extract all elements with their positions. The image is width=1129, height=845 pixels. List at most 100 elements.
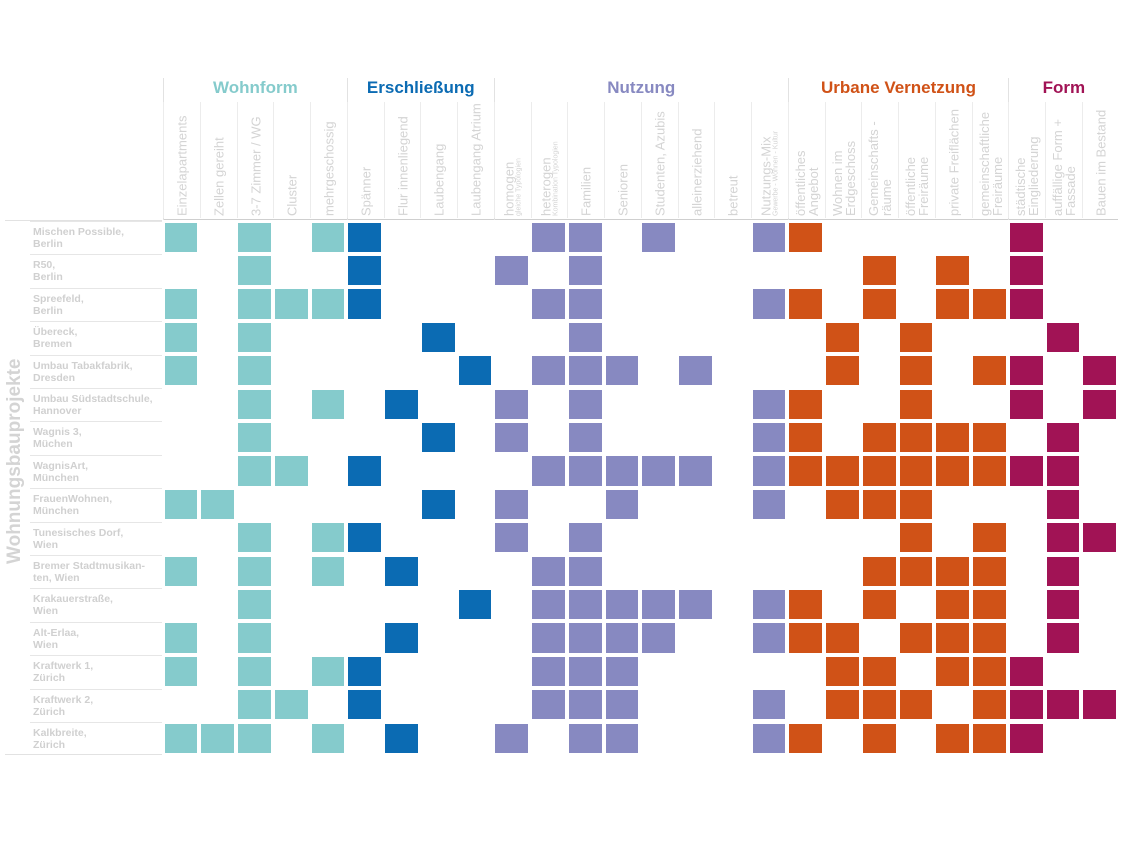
matrix-cell — [936, 723, 969, 753]
row-label: R50, Berlin — [30, 254, 162, 287]
matrix-cell — [1046, 489, 1080, 520]
matrix-cell — [1046, 623, 1080, 653]
matrix-cell — [862, 456, 896, 486]
column-label-wrap: mehrgeschossig — [311, 102, 347, 218]
column-header: Gemeinschafts - räume — [861, 102, 898, 218]
column-header: städtische Eingliederung — [1008, 102, 1045, 218]
matrix-cell — [495, 422, 528, 453]
matrix-cell — [605, 356, 639, 386]
row-label-city: Hannover — [33, 405, 82, 417]
matrix-cell — [568, 456, 602, 486]
column-sublabel: gleiche Typologien — [515, 158, 523, 216]
matrix-cell — [973, 422, 1006, 453]
column-label-wrap: Laubengang — [421, 102, 457, 218]
matrix-cell — [421, 422, 455, 453]
row-label: Wagnis 3, Müchen — [30, 421, 162, 454]
matrix-cell — [936, 589, 969, 620]
row-label-city: Müchen — [33, 438, 73, 451]
group-title: Urbane Vernetzung — [821, 78, 976, 97]
matrix-cell — [679, 589, 712, 620]
matrix-cell — [936, 456, 969, 486]
matrix-cell — [642, 222, 675, 252]
matrix-cell — [1083, 690, 1116, 720]
group-title: Erschließung — [366, 78, 475, 97]
matrix-cell — [348, 690, 381, 720]
column-label-text: Cluster — [285, 175, 300, 216]
column-header: Zellen gereiht — [199, 102, 237, 218]
matrix-cell — [899, 523, 933, 553]
column-label: homogen — [501, 161, 517, 216]
matrix-cell — [789, 289, 822, 319]
matrix-cell — [164, 356, 198, 386]
matrix-cell — [973, 589, 1006, 620]
matrix-cell — [568, 356, 602, 386]
matrix-cell — [789, 589, 822, 620]
column-header: öffentliche Freiräume — [898, 102, 935, 218]
matrix-cell — [532, 656, 565, 687]
column-label: Bauen im Bestand — [1093, 109, 1109, 216]
row-label-name: Tunesisches Dorf, — [33, 526, 124, 539]
row-label-city: Wien — [33, 638, 58, 651]
row-label-city: Wien — [33, 605, 58, 618]
column-label-text: Laubengang — [432, 144, 447, 216]
matrix-cell — [826, 656, 859, 687]
column-label-wrap: private Freiflächen — [936, 102, 972, 218]
matrix-cell — [679, 356, 712, 386]
column-header: Nutzungs-Mix Gewerbe - Wohnen - Kultur — [751, 102, 788, 218]
column-label-text: Bauen im Bestand — [1093, 109, 1109, 216]
row-label-name: Alt-Erlaa, — [33, 626, 80, 639]
matrix-cell — [238, 456, 271, 486]
column-label-text: Familien — [578, 166, 594, 216]
row-label-top-rule — [5, 220, 162, 221]
matrix-cell — [238, 523, 271, 553]
matrix-cell — [862, 556, 896, 586]
column-label-wrap: Zellen gereiht — [201, 102, 237, 218]
matrix-cell — [238, 656, 271, 687]
matrix-cell — [936, 556, 969, 586]
matrix-cell — [1046, 556, 1080, 586]
column-header: Laubengang — [420, 102, 457, 218]
matrix-cell — [826, 489, 859, 520]
matrix-cell — [495, 389, 528, 419]
row-label: Krakauerstraße, Wien — [30, 588, 162, 621]
row-label-city: Zürich — [33, 739, 66, 751]
matrix-cell — [568, 422, 602, 453]
matrix-cell — [385, 389, 418, 419]
matrix-cell — [1009, 356, 1043, 386]
matrix-cell — [164, 489, 198, 520]
matrix-cell — [862, 489, 896, 520]
matrix-cell — [826, 456, 859, 486]
matrix-cell — [385, 623, 418, 653]
matrix-cell — [532, 690, 565, 720]
column-label: Studenten, Azubis — [652, 111, 668, 216]
matrix-cell — [274, 690, 308, 720]
matrix-cell — [789, 623, 822, 653]
column-label-text: öffentliches Angebot — [793, 150, 821, 216]
column-header: Cluster — [273, 102, 310, 218]
matrix-cell — [752, 456, 786, 486]
column-label-wrap: Senioren — [605, 102, 641, 218]
matrix-cell — [348, 255, 381, 286]
matrix-cell — [164, 623, 198, 653]
column-label: Familien — [578, 166, 594, 216]
row-label-name: Krakauerstraße, — [33, 593, 113, 606]
matrix-cell — [605, 690, 639, 720]
row-label-name: WagnisArt, — [33, 459, 89, 472]
group-title: Form — [1042, 78, 1086, 97]
matrix-cell — [1046, 690, 1080, 720]
matrix-cell — [348, 222, 381, 252]
matrix-cell — [348, 456, 381, 486]
column-label-wrap: gemeinschaftliche Freiräume — [973, 102, 1009, 218]
row-label-name: FrauenWohnen, — [33, 493, 113, 506]
row-label: Spreefeld, Berlin — [30, 287, 162, 321]
matrix-cell — [605, 723, 639, 753]
row-label-name: R50, — [33, 259, 56, 272]
matrix-cell — [238, 255, 271, 286]
row-label-city: München — [33, 505, 80, 518]
row-label: Umbau Tabakfabrik, Dresden — [30, 354, 162, 388]
row-label: Umbau Südstadtschule, Hannover — [30, 388, 162, 421]
row-label-bottom-rule — [5, 754, 162, 755]
matrix-cell — [679, 456, 712, 486]
column-label-text: Laubengang Atrium — [468, 103, 483, 216]
